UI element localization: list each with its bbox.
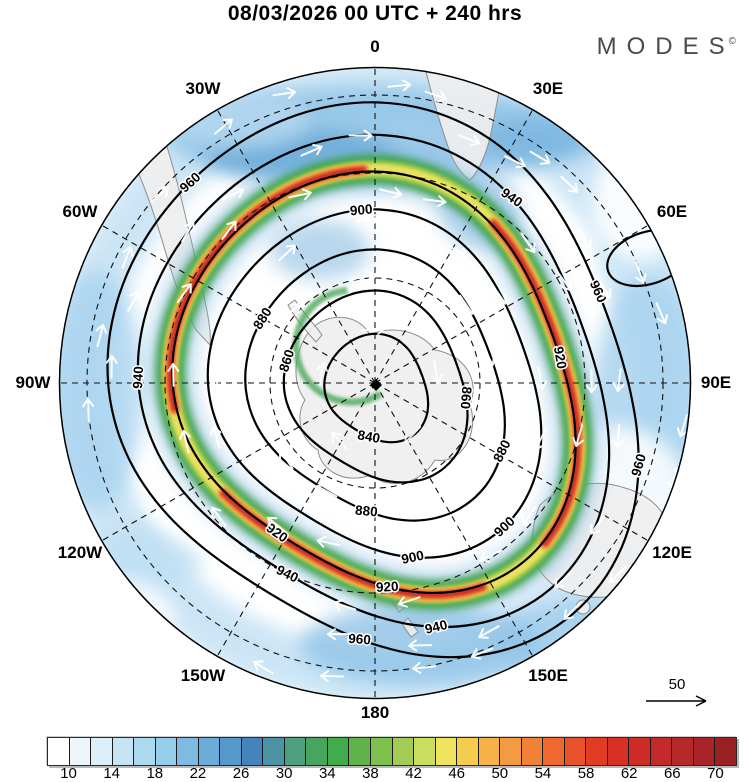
colorbar-cell <box>326 738 349 765</box>
colorbar-tick: 46 <box>448 765 466 782</box>
colorbar-cell <box>305 738 327 765</box>
colorbar-tick: 50 <box>491 765 509 782</box>
colorbar <box>47 737 737 766</box>
colorbar-cell <box>499 738 521 765</box>
contour-label: 840 <box>356 427 381 446</box>
colorbar-cell <box>90 738 112 765</box>
colorbar-cell <box>413 738 435 765</box>
colorbar-tick: 26 <box>232 765 250 782</box>
longitude-label: 180 <box>360 703 390 722</box>
contour-label: 860 <box>458 386 475 410</box>
contour-label: 920 <box>551 345 570 370</box>
colorbar-cell <box>606 738 629 765</box>
colorbar-tick: 58 <box>577 765 595 782</box>
colorbar-cell <box>154 738 177 765</box>
modes-logo: MODES© <box>596 33 736 60</box>
contour-label: 880 <box>355 503 379 520</box>
colorbar-cell <box>520 738 543 765</box>
longitude-label: 150E <box>528 666 568 685</box>
wind-speed-reference-arrow <box>646 695 707 707</box>
colorbar-tick: 34 <box>318 765 336 782</box>
colorbar-cell <box>477 738 500 765</box>
polar-map: 8408608608808808809009009009209209209409… <box>58 66 707 707</box>
map-boundary-circle <box>58 66 692 700</box>
longitude-label: 30E <box>532 79 564 98</box>
colorbar-tick: 70 <box>707 765 724 782</box>
colorbar-cell <box>68 738 91 765</box>
chart-title: 08/03/2026 00 UTC + 240 hrs <box>227 2 523 25</box>
colorbar-cell <box>240 738 263 765</box>
colorbar-tick: 10 <box>60 765 77 782</box>
colorbar-cell <box>283 738 306 765</box>
colorbar-cell <box>48 738 69 765</box>
colorbar-tick: 66 <box>663 765 681 782</box>
longitude-label: 0 <box>370 37 380 56</box>
colorbar-tick: 38 <box>362 765 379 782</box>
colorbar-cell <box>176 738 198 765</box>
jet-stream-band <box>146 145 602 619</box>
colorbar-cell <box>585 738 607 765</box>
colorbar-tick: 42 <box>405 765 422 782</box>
colorbar-cell <box>628 738 650 765</box>
contour-label: 920 <box>376 579 399 595</box>
contour-label: 900 <box>349 201 373 218</box>
longitude-label: 150W <box>180 666 226 685</box>
longitude-label: 60W <box>62 202 98 221</box>
colorbar-cell <box>563 738 586 765</box>
colorbar-cell <box>456 738 478 765</box>
colorbar-tick: 22 <box>189 765 207 782</box>
contour-label: 900 <box>400 548 425 567</box>
colorbar-tick: 14 <box>103 765 121 782</box>
copyright-mark: © <box>728 36 736 47</box>
colorbar-tick-labels: 10 14 18 22 26 30 34 38 42 46 50 54 58 62 66 70 <box>47 765 737 782</box>
longitude-label: 30W <box>185 79 221 98</box>
longitude-label: 90E <box>700 373 732 392</box>
colorbar-cell <box>133 738 155 765</box>
colorbar-cell <box>671 738 693 765</box>
colorbar-cell <box>348 738 370 765</box>
colorbar-cell <box>714 738 736 765</box>
longitude-label: 60E <box>656 202 688 221</box>
colorbar-tick: 54 <box>534 765 552 782</box>
colorbar-cell <box>692 738 715 765</box>
colorbar-cell <box>369 738 392 765</box>
longitude-label: 90W <box>15 373 51 392</box>
colorbar-cell <box>111 738 134 765</box>
colorbar-tick: 30 <box>275 765 293 782</box>
colorbar-tick: 62 <box>620 765 638 782</box>
colorbar-cell <box>391 738 414 765</box>
contour-label: 940 <box>130 366 146 389</box>
colorbar-cell <box>219 738 241 765</box>
contour-label: 940 <box>423 617 448 637</box>
colorbar-cell <box>649 738 672 765</box>
tasmania-coast <box>575 599 591 615</box>
contour-label: 960 <box>348 631 372 648</box>
colorbar-tick: 18 <box>146 765 164 782</box>
wind-speed-reference-value: 50 <box>668 676 686 693</box>
colorbar-cell <box>434 738 457 765</box>
colorbar-cell <box>197 738 220 765</box>
colorbar-cell <box>542 738 564 765</box>
longitude-label: 120W <box>57 543 103 562</box>
colorbar-cell <box>262 738 284 765</box>
pole-marker <box>370 379 382 391</box>
longitude-label: 120E <box>652 543 692 562</box>
